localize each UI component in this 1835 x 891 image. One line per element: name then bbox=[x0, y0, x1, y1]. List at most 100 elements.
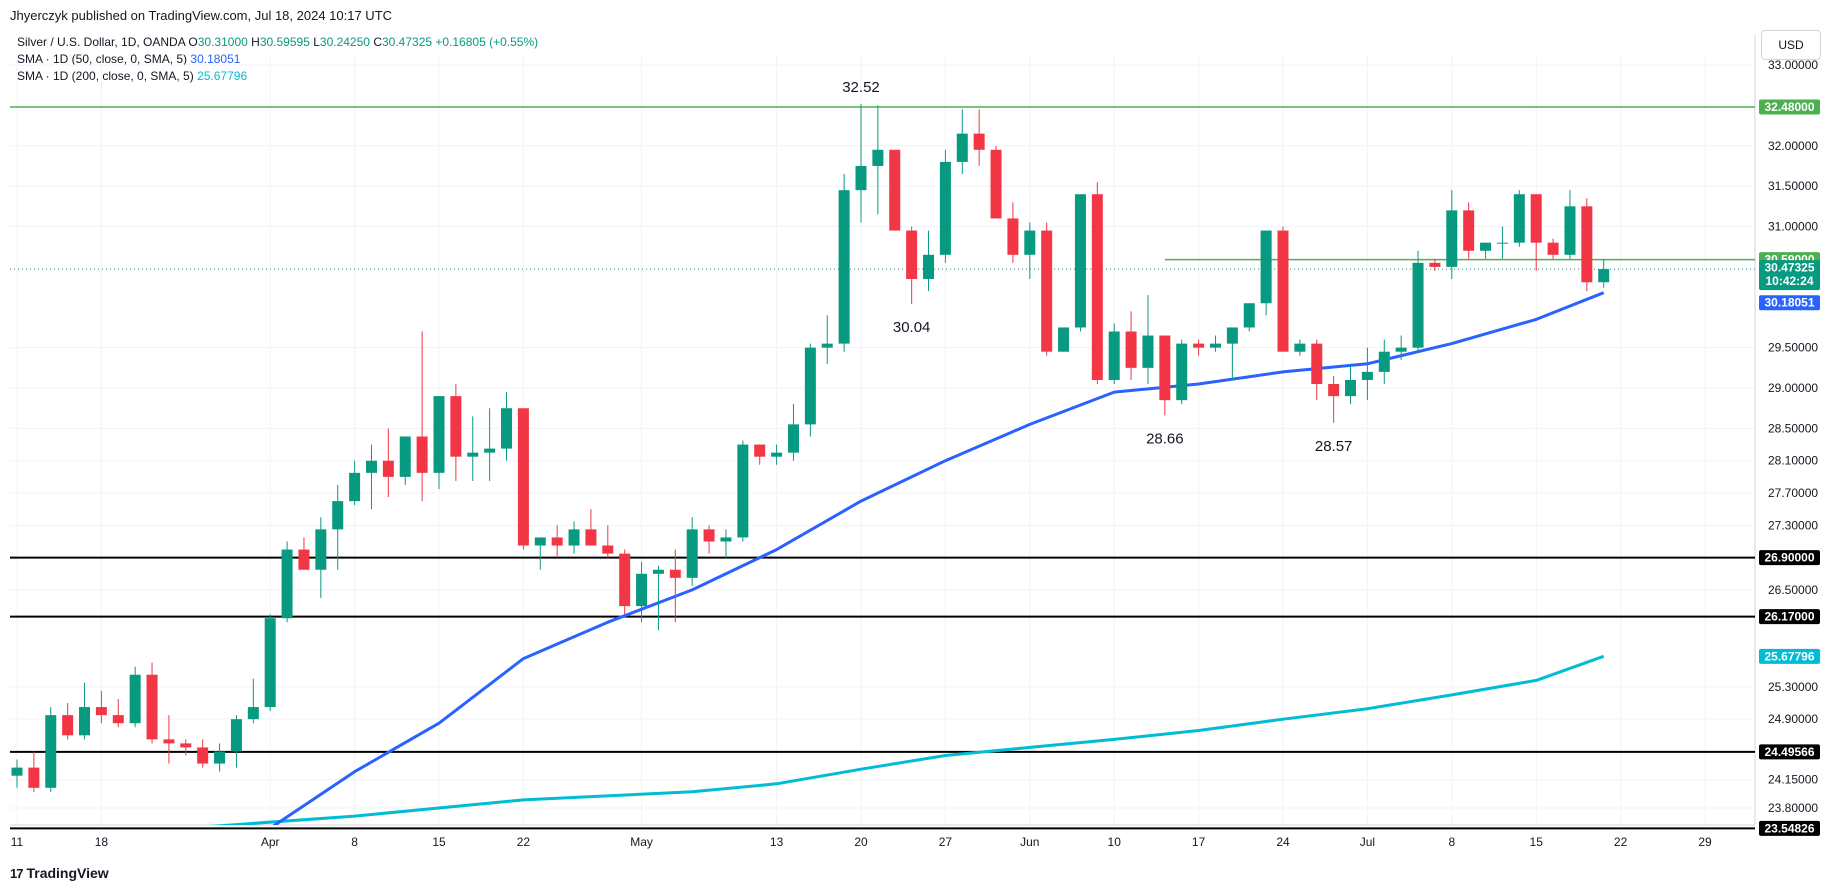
candle-body[interactable] bbox=[180, 743, 192, 748]
candle-body[interactable] bbox=[1226, 327, 1238, 344]
candle-body[interactable] bbox=[1463, 210, 1475, 251]
candle-body[interactable] bbox=[214, 751, 226, 764]
tradingview-footer[interactable]: 17 TradingView bbox=[10, 865, 109, 881]
candle-body[interactable] bbox=[1412, 262, 1424, 348]
candle-body[interactable] bbox=[1209, 343, 1221, 348]
candle-body[interactable] bbox=[230, 719, 242, 752]
candle-body[interactable] bbox=[1277, 230, 1289, 352]
candle-body[interactable] bbox=[45, 715, 57, 788]
candle-body[interactable] bbox=[737, 444, 749, 538]
candle-body[interactable] bbox=[1193, 343, 1205, 348]
candle-body[interactable] bbox=[399, 436, 411, 477]
candle-body[interactable] bbox=[467, 452, 479, 457]
candle-body[interactable] bbox=[264, 618, 276, 708]
candle-body[interactable] bbox=[517, 408, 529, 546]
candle-body[interactable] bbox=[247, 707, 259, 720]
candle-body[interactable] bbox=[619, 553, 631, 607]
symbol-name[interactable]: Silver / U.S. Dollar, 1D, OANDA bbox=[17, 35, 186, 49]
sma50-row[interactable]: SMA · 1D (50, close, 0, SMA, 5) 30.18051 bbox=[17, 51, 538, 68]
candle-body[interactable] bbox=[79, 707, 91, 736]
candle-body[interactable] bbox=[1328, 384, 1340, 397]
candle-body[interactable] bbox=[1547, 242, 1559, 255]
candle-body[interactable] bbox=[720, 537, 732, 542]
candle-body[interactable] bbox=[129, 674, 141, 724]
candle-body[interactable] bbox=[754, 444, 766, 457]
candle-body[interactable] bbox=[636, 573, 648, 607]
candle-body[interactable] bbox=[1564, 206, 1576, 255]
candle-body[interactable] bbox=[1125, 331, 1137, 368]
candle-body[interactable] bbox=[146, 674, 158, 740]
candle-body[interactable] bbox=[1446, 210, 1458, 267]
candle-body[interactable] bbox=[298, 549, 310, 570]
candle-body[interactable] bbox=[703, 529, 715, 542]
candle-body[interactable] bbox=[1294, 343, 1306, 352]
candle-body[interactable] bbox=[112, 715, 124, 724]
candle-body[interactable] bbox=[197, 747, 209, 764]
candle-body[interactable] bbox=[163, 739, 175, 744]
candle-body[interactable] bbox=[923, 254, 935, 280]
candle-body[interactable] bbox=[1142, 335, 1154, 368]
candle-body[interactable] bbox=[416, 436, 428, 473]
candle-body[interactable] bbox=[1530, 194, 1542, 243]
candle-body[interactable] bbox=[484, 448, 496, 453]
candle-body[interactable] bbox=[669, 569, 681, 578]
candle-body[interactable] bbox=[889, 149, 901, 231]
candle-body[interactable] bbox=[1058, 327, 1070, 352]
candle-body[interactable] bbox=[1581, 206, 1593, 283]
currency-button[interactable]: USD bbox=[1761, 30, 1821, 60]
candle-body[interactable] bbox=[872, 149, 884, 166]
candle-body[interactable] bbox=[1108, 331, 1120, 380]
candle-body[interactable] bbox=[1007, 218, 1019, 255]
candle-body[interactable] bbox=[1345, 379, 1357, 397]
sma200-row[interactable]: SMA · 1D (200, close, 0, SMA, 5) 25.6779… bbox=[17, 68, 538, 85]
candle-body[interactable] bbox=[855, 165, 867, 191]
candle-body[interactable] bbox=[382, 460, 394, 477]
candle-body[interactable] bbox=[28, 767, 40, 788]
candle-body[interactable] bbox=[804, 347, 816, 425]
candle-body[interactable] bbox=[787, 424, 799, 453]
candle-body[interactable] bbox=[501, 408, 513, 449]
candle-body[interactable] bbox=[11, 767, 23, 776]
candle-body[interactable] bbox=[95, 707, 107, 716]
candle-body[interactable] bbox=[450, 396, 462, 457]
candle-body[interactable] bbox=[1429, 262, 1441, 267]
candle-body[interactable] bbox=[1091, 194, 1103, 380]
candle-body[interactable] bbox=[1260, 230, 1272, 304]
candle-body[interactable] bbox=[568, 529, 580, 546]
candle-body[interactable] bbox=[1496, 242, 1508, 244]
candle-body[interactable] bbox=[332, 501, 344, 530]
candle-body[interactable] bbox=[771, 452, 783, 457]
candle-body[interactable] bbox=[62, 715, 74, 736]
candle-body[interactable] bbox=[602, 545, 614, 554]
candle-body[interactable] bbox=[956, 133, 968, 162]
candle-body[interactable] bbox=[1074, 194, 1086, 328]
candle-body[interactable] bbox=[1378, 351, 1390, 372]
candle-body[interactable] bbox=[838, 190, 850, 344]
candle-body[interactable] bbox=[1243, 303, 1255, 328]
candle-body[interactable] bbox=[534, 537, 546, 546]
candle-body[interactable] bbox=[973, 133, 985, 150]
candle-body[interactable] bbox=[1311, 343, 1323, 385]
candle-body[interactable] bbox=[1159, 335, 1171, 401]
sma200-line[interactable] bbox=[17, 654, 1605, 832]
candle-body[interactable] bbox=[906, 230, 918, 280]
candle-body[interactable] bbox=[281, 549, 293, 619]
candle-body[interactable] bbox=[686, 529, 698, 578]
candle-body[interactable] bbox=[551, 537, 563, 546]
candle-body[interactable] bbox=[1041, 230, 1053, 352]
candle-body[interactable] bbox=[821, 343, 833, 348]
candle-body[interactable] bbox=[315, 529, 327, 570]
candle-body[interactable] bbox=[1480, 242, 1492, 251]
candle-body[interactable] bbox=[652, 569, 664, 574]
candle-body[interactable] bbox=[349, 472, 361, 502]
sma50-line[interactable] bbox=[17, 291, 1605, 881]
candle-body[interactable] bbox=[365, 460, 377, 473]
candle-body[interactable] bbox=[939, 161, 951, 255]
candle-body[interactable] bbox=[1513, 194, 1525, 243]
candle-body[interactable] bbox=[1024, 230, 1036, 255]
candle-body[interactable] bbox=[1395, 347, 1407, 352]
candle-body[interactable] bbox=[1176, 343, 1188, 401]
candle-body[interactable] bbox=[1598, 269, 1610, 283]
candle-body[interactable] bbox=[585, 529, 597, 546]
